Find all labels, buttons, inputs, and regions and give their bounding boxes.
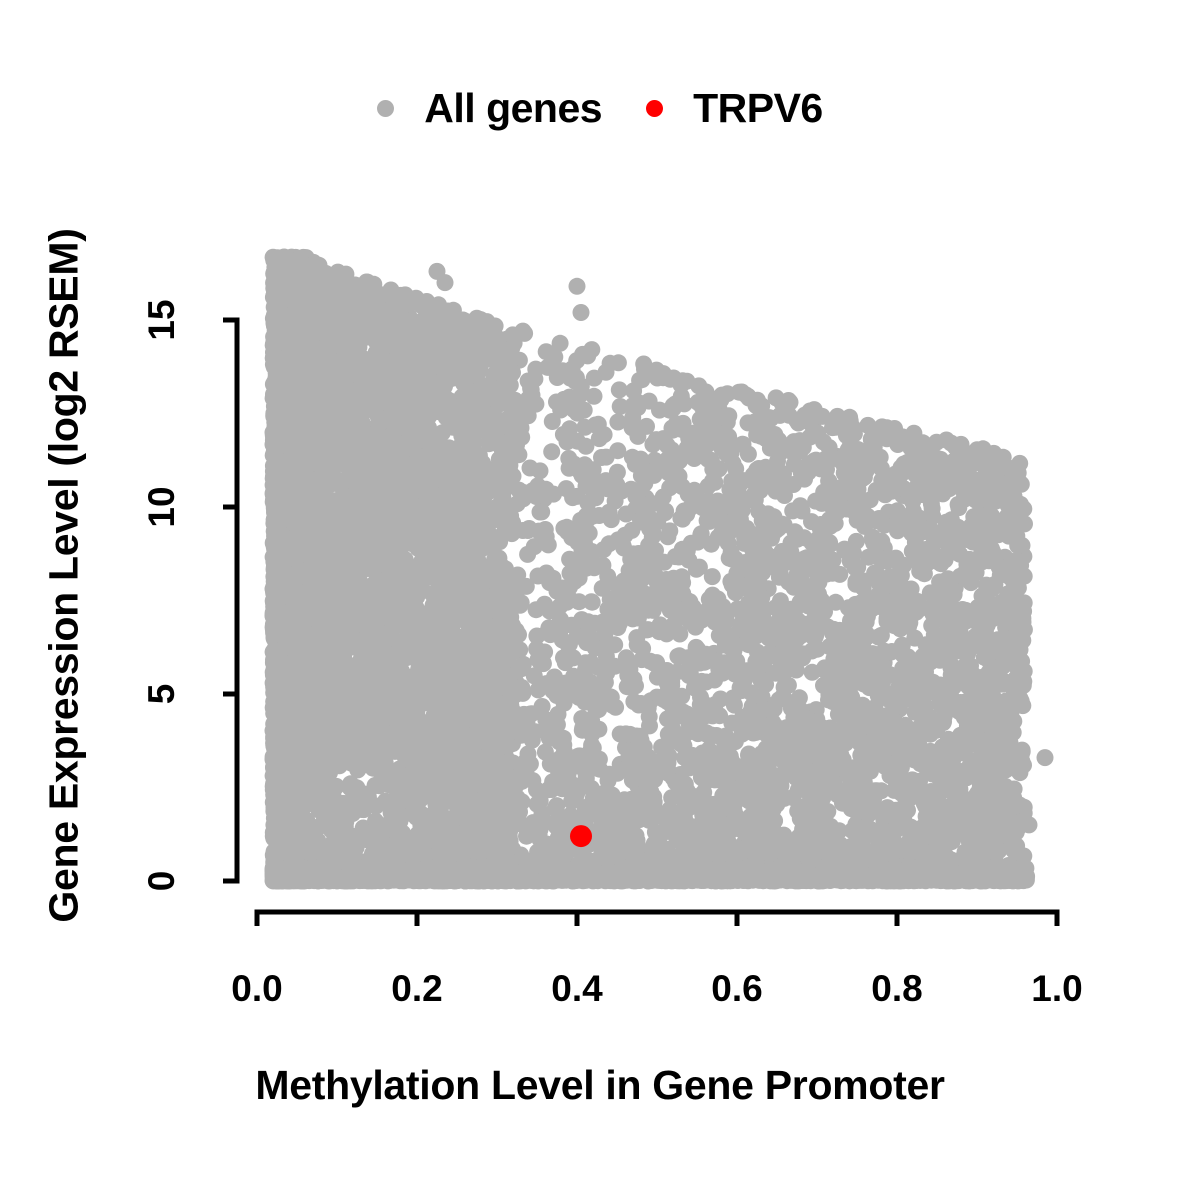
y-axis-title: Gene Expression Level (log2 RSEM) xyxy=(40,228,87,923)
y-tick-label: 5 xyxy=(141,683,182,705)
x-tick-label: 0.2 xyxy=(391,968,443,1009)
y-tick-label: 10 xyxy=(141,486,182,528)
legend-marker-trpv6-icon xyxy=(646,99,664,117)
y-tick-label: 15 xyxy=(141,299,182,341)
x-tick-label: 1.0 xyxy=(1031,968,1083,1009)
legend-label-trpv6: TRPV6 xyxy=(693,84,823,131)
data-points-layer xyxy=(264,248,1054,890)
x-tick-label: 0.4 xyxy=(551,968,603,1009)
legend-marker-all-genes-icon xyxy=(377,99,395,117)
highlighted-point-trpv6 xyxy=(570,825,592,848)
legend-entry-all-genes: All genes xyxy=(377,84,603,132)
legend-label-all-genes: All genes xyxy=(424,84,603,131)
legend-entry-trpv6: TRPV6 xyxy=(646,85,823,132)
highlight-points-layer xyxy=(570,825,592,848)
y-tick-label: 0 xyxy=(141,870,182,892)
legend: All genes TRPV6 xyxy=(0,78,1200,138)
y-axis xyxy=(223,317,240,884)
data-point xyxy=(436,274,454,292)
data-point xyxy=(572,304,590,321)
axis-layer xyxy=(223,317,1060,926)
x-axis xyxy=(254,909,1060,926)
x-tick-label: 0.6 xyxy=(711,968,763,1009)
data-point xyxy=(1020,816,1038,834)
x-axis-title: Methylation Level in Gene Promoter xyxy=(255,1062,945,1108)
x-tick-label: 0.0 xyxy=(231,968,283,1009)
data-point xyxy=(568,277,586,295)
data-point xyxy=(1036,749,1054,767)
x-tick-label: 0.8 xyxy=(871,968,923,1009)
data-point xyxy=(276,251,294,269)
